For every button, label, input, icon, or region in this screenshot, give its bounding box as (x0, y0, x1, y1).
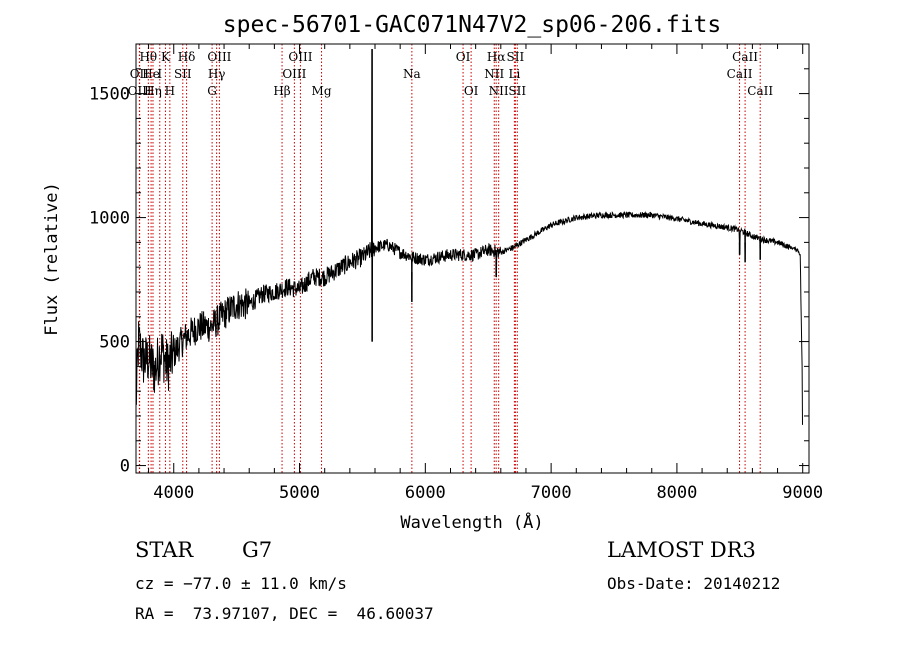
line-label: Hη (144, 84, 162, 98)
spectrum-group (135, 48, 803, 425)
line-label: Li (508, 67, 520, 81)
line-label: Hδ (178, 50, 196, 64)
line-label: OII (130, 67, 150, 81)
line-label: OI (456, 50, 471, 64)
line-label: CaII (727, 67, 753, 81)
line-label: SII (507, 50, 525, 64)
line-label: OIII (207, 50, 231, 64)
survey-name: LAMOST DR3 (607, 538, 756, 562)
line-label: SII (174, 67, 192, 81)
line-label: Na (403, 67, 421, 81)
coordinates: RA = 73.97107, DEC = 46.60037 (135, 604, 434, 623)
plot-frame (135, 43, 810, 474)
y-tick-label: 1500 (89, 85, 130, 105)
spectrum-line (135, 48, 803, 425)
x-tick-label: 9000 (782, 483, 823, 503)
line-label: H (165, 84, 175, 98)
line-label: NII (489, 84, 509, 98)
x-tick-label: 8000 (656, 483, 697, 503)
line-label: Hγ (208, 67, 226, 81)
y-axis-label: Flux (relative) (42, 182, 62, 336)
line-label: SII (508, 84, 526, 98)
line-label: NII (484, 67, 504, 81)
line-label: I (157, 67, 162, 81)
line-label: CaII (732, 50, 758, 64)
axis-ticks: 4000 5000 6000 7000 8000 9000 0 500 1000 1500 (89, 44, 823, 503)
obs-date: Obs-Date: 20140212 (607, 574, 781, 593)
line-label: Hβ (273, 84, 290, 98)
x-axis-label: Wavelength (Å) (400, 511, 543, 533)
x-tick-label: 7000 (531, 483, 572, 503)
y-tick-label: 1000 (89, 209, 130, 229)
line-label: Mg (312, 84, 332, 98)
y-tick-label: 0 (120, 457, 130, 477)
redshift-text: cz = −77.0 ± 11.0 km/s (135, 574, 347, 593)
line-label: G (207, 84, 217, 98)
line-label: Hθ (139, 50, 157, 64)
line-label: K (161, 50, 171, 64)
line-label: OIII (288, 50, 312, 64)
x-tick-label: 6000 (405, 483, 446, 503)
y-tick-label: 500 (99, 333, 130, 353)
x-tick-label: 4000 (153, 483, 194, 503)
object-class: STAR (135, 538, 194, 562)
line-label: Hα (487, 50, 506, 64)
chart-title: spec-56701-GAC071N47V2_sp06-206.fits (223, 12, 722, 38)
line-label: CaII (747, 84, 773, 98)
line-label: OIII (128, 84, 152, 98)
line-label: OIII (282, 67, 306, 81)
object-subclass: G7 (242, 538, 273, 562)
line-labels: OII OIII Hθ He Hη KIH SII Hδ OIII Hγ G Hβ OIII OIII Mg… (128, 50, 774, 98)
line-label: OI (464, 84, 479, 98)
x-tick-label: 5000 (279, 483, 320, 503)
line-label: He (142, 67, 160, 81)
